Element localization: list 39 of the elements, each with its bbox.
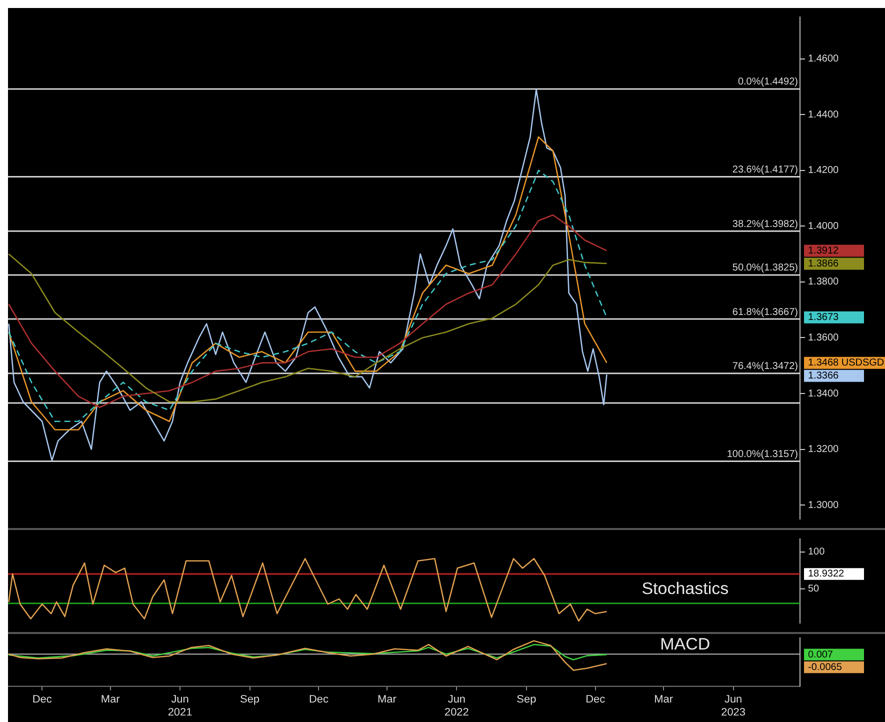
x-tick-label: Dec <box>308 694 330 706</box>
y-tick-label: 1.3400 <box>808 388 840 400</box>
chart-title: MACD <box>660 634 710 654</box>
y-tick-label: 1.3200 <box>808 444 840 456</box>
ref-line-label: 38.2%(1.3982) <box>732 218 798 230</box>
y-tick-label: 50 <box>808 583 820 594</box>
text: 1.3673 <box>808 312 840 324</box>
text: 1.3866 <box>808 258 840 270</box>
ref-line-label: 100.0%(1.3157) <box>726 449 798 460</box>
y-tick-label: 1.4200 <box>808 165 840 176</box>
ref-line-label: 61.8%(1.3667) <box>732 306 798 318</box>
y-tick-label: 1.4000 <box>808 220 840 232</box>
ref-line-label: 23.6%(1.4177) <box>732 164 798 176</box>
y-tick-label: 1.3000 <box>808 500 840 511</box>
text: 0.007 <box>808 649 833 660</box>
x-tick-label: Sep <box>240 694 260 706</box>
y-tick-label: 100 <box>808 546 826 558</box>
x-tick-label: Dec <box>32 694 52 706</box>
x-tick-label: Mar <box>377 694 397 706</box>
x-tick-label: Jun 2022 <box>444 694 469 719</box>
y-tick-label: 1.3600 <box>808 332 840 344</box>
ref-line-label: 50.0%(1.3825) <box>732 262 798 274</box>
text: 1.3468 USDSGD <box>808 358 884 369</box>
y-tick-label: 1.3800 <box>808 276 840 288</box>
y-tick-label: 1.4400 <box>808 109 840 120</box>
ref-line-label: 0.0%(1.4492) <box>738 76 798 88</box>
x-tick-label: Mar <box>654 694 674 706</box>
text: Stochastics <box>642 579 729 598</box>
text: -0.0065 <box>808 662 842 673</box>
y-tick-label: 1.4600 <box>808 54 840 65</box>
ref-line-label: 76.4%(1.3472) <box>732 361 798 372</box>
x-tick-label: Jun 2023 <box>721 694 746 719</box>
text: 1.3912 <box>808 245 840 256</box>
text: 1.3366 <box>808 370 840 382</box>
x-tick-label: Mar <box>100 694 120 706</box>
text: 18.9322 <box>808 568 844 580</box>
x-tick-label: Jun 2021 <box>168 694 192 719</box>
x-tick-label: Sep <box>516 694 536 706</box>
x-tick-label: Dec <box>586 694 606 706</box>
